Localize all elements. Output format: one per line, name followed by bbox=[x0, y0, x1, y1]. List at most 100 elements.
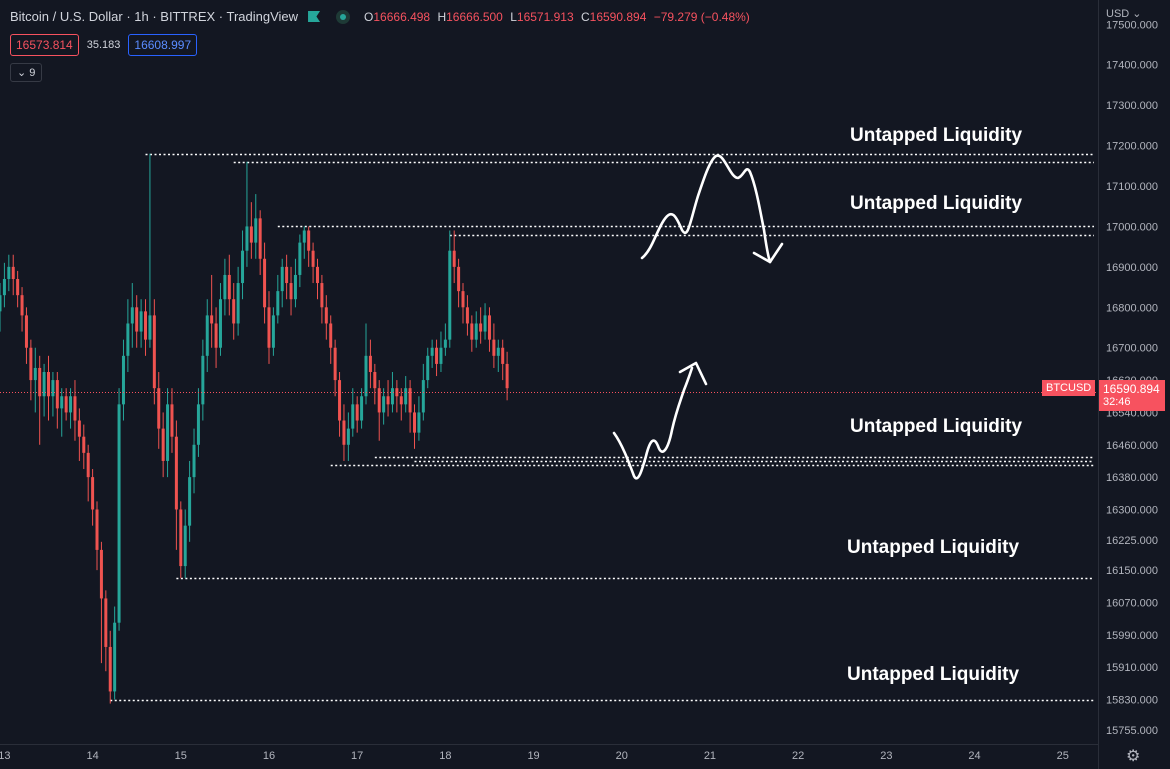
candle-body bbox=[470, 323, 474, 340]
candle-body bbox=[271, 315, 275, 348]
candle bbox=[443, 323, 447, 356]
price-tick-label: 15910.000 bbox=[1106, 662, 1158, 674]
candle bbox=[38, 355, 42, 445]
candle bbox=[29, 339, 33, 401]
price-tick-label: 16300.000 bbox=[1106, 504, 1158, 516]
currency-label: USD bbox=[1106, 8, 1130, 20]
candle-body bbox=[457, 266, 461, 292]
time-tick-label: 21 bbox=[704, 750, 716, 762]
candle bbox=[16, 270, 20, 308]
candle-body bbox=[227, 274, 231, 300]
candle bbox=[479, 307, 483, 344]
candle-body bbox=[130, 307, 134, 324]
candle bbox=[82, 424, 86, 470]
candle bbox=[293, 258, 297, 308]
candle bbox=[139, 299, 143, 348]
buy-price-button[interactable]: 16608.997 bbox=[128, 34, 198, 56]
candle bbox=[117, 388, 121, 631]
candle bbox=[104, 590, 108, 672]
candle bbox=[430, 339, 434, 368]
candle bbox=[249, 202, 253, 259]
candle bbox=[33, 347, 37, 413]
candle-body bbox=[315, 266, 319, 284]
candle bbox=[320, 274, 324, 324]
candle bbox=[267, 291, 271, 364]
candle bbox=[170, 388, 174, 453]
time-tick-label: 25 bbox=[1057, 750, 1069, 762]
candle-body bbox=[135, 307, 139, 332]
candle-body bbox=[33, 367, 37, 381]
current-price-tag: 16590.894 32:46 bbox=[1099, 380, 1165, 411]
chart-header: Bitcoin / U.S. Dollar · 1h · BITTREX · T… bbox=[10, 9, 754, 24]
candle bbox=[324, 295, 328, 340]
candle-body bbox=[11, 266, 15, 279]
candle bbox=[263, 242, 267, 324]
candle bbox=[399, 388, 403, 421]
candle-body bbox=[104, 598, 108, 647]
candle-body bbox=[360, 396, 364, 421]
untapped-liquidity-label-3: Untapped Liquidity bbox=[850, 416, 1023, 437]
candle bbox=[2, 262, 6, 308]
quote-row: 16573.814 35.183 16608.997 bbox=[10, 34, 198, 56]
candle bbox=[86, 444, 90, 502]
candle-body bbox=[399, 396, 403, 405]
candle-body bbox=[483, 315, 487, 332]
candle-body bbox=[55, 380, 59, 409]
indicators-toggle-button[interactable]: ⌄ 9 bbox=[10, 63, 43, 82]
candle bbox=[60, 388, 64, 437]
candle bbox=[179, 501, 183, 579]
candle-body bbox=[188, 477, 192, 526]
candle bbox=[241, 230, 245, 300]
candle-body bbox=[254, 218, 258, 243]
sell-price-button[interactable]: 16573.814 bbox=[10, 34, 79, 56]
candle-body bbox=[64, 396, 68, 413]
candle-body bbox=[60, 396, 64, 409]
candle bbox=[201, 339, 205, 421]
change-value: −79.279 (−0.48%) bbox=[653, 9, 750, 24]
candle-body bbox=[210, 315, 214, 324]
candle bbox=[258, 210, 262, 275]
candle-body bbox=[267, 307, 271, 348]
candle-body bbox=[390, 388, 394, 405]
candle-body bbox=[223, 274, 227, 300]
candle-body bbox=[293, 274, 297, 300]
candle bbox=[152, 299, 156, 405]
candle-body bbox=[245, 226, 249, 251]
candle-body bbox=[192, 444, 196, 478]
candle bbox=[192, 428, 196, 494]
candle-body bbox=[417, 412, 421, 433]
candle-body bbox=[487, 315, 491, 340]
candle-body bbox=[179, 509, 183, 567]
currency-selector[interactable]: USD ⌄ bbox=[1106, 7, 1142, 20]
candle bbox=[113, 606, 117, 700]
flag-icon[interactable] bbox=[308, 11, 321, 22]
candle bbox=[417, 396, 421, 441]
candle bbox=[492, 323, 496, 368]
time-axis[interactable]: 13 14 15 16 17 18 19 20 21 22 23 24 25 bbox=[0, 744, 1098, 763]
candle-body bbox=[461, 291, 465, 308]
candle-body bbox=[355, 404, 359, 421]
candle bbox=[338, 372, 342, 437]
price-tick-label: 17500.000 bbox=[1106, 19, 1158, 31]
candle bbox=[465, 295, 469, 336]
untapped-liquidity-label-2: Untapped Liquidity bbox=[850, 193, 1023, 214]
symbol-title[interactable]: Bitcoin / U.S. Dollar · 1h · BITTREX · T… bbox=[10, 9, 299, 24]
candle-body bbox=[448, 250, 452, 340]
candle bbox=[311, 242, 315, 284]
gear-icon[interactable]: ⚙ bbox=[1126, 748, 1141, 765]
candle-body bbox=[465, 307, 469, 324]
candle bbox=[7, 254, 11, 292]
candle bbox=[24, 307, 28, 364]
candle bbox=[342, 404, 346, 461]
open-key: O bbox=[364, 9, 374, 24]
candle-body bbox=[121, 355, 125, 405]
candle bbox=[505, 351, 509, 401]
candle-body bbox=[166, 404, 170, 461]
candle-body bbox=[289, 283, 293, 300]
chevron-down-icon: ⌄ bbox=[1132, 8, 1142, 20]
indicators-count: 9 bbox=[29, 67, 36, 79]
candle-body bbox=[183, 525, 187, 567]
candle bbox=[121, 339, 125, 421]
candle-body bbox=[2, 279, 6, 296]
